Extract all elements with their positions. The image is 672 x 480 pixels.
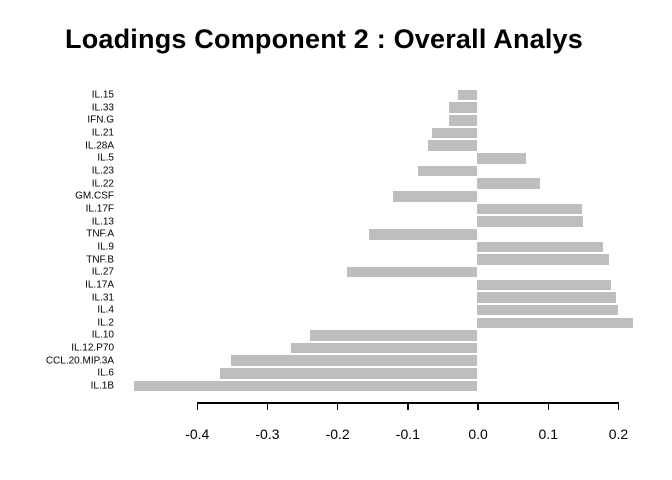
y-axis-label: IL.21 [91,127,114,139]
bar [309,330,478,341]
y-axis-label: IL.31 [91,292,114,303]
x-axis-tick [407,402,409,410]
bar [477,292,616,303]
bar [477,203,582,215]
x-axis-tick-label: 0.1 [538,426,558,442]
y-axis-label: IL.5 [97,152,114,164]
x-axis-tick-label: 0.0 [468,426,488,442]
bar [477,241,603,253]
x-axis-tick-label: 0.2 [608,426,629,442]
bar [418,165,478,177]
x-axis-tick [336,402,339,410]
x-axis-tick-label: -0.1 [395,426,420,442]
bar [449,102,478,114]
bar [477,279,611,291]
y-axis-label: IL.9 [97,241,114,253]
bar [291,342,478,354]
y-axis-label: IL.2 [97,317,114,329]
bar [428,140,478,151]
x-axis-tick-label: -0.4 [185,426,210,442]
y-axis-label: IL.12.P70 [71,342,114,354]
y-axis-label: IL.23 [91,165,114,177]
y-axis-label: IL.17F [85,203,114,215]
y-axis-label: IL.6 [97,367,114,379]
bar [477,317,634,329]
y-axis-label: CCL.20.MIP.3A [45,355,114,367]
x-axis-tick [617,402,620,410]
bar [369,228,478,240]
bar [431,127,478,139]
y-axis-label: IL.13 [91,216,114,228]
y-axis-label: TNF.A [86,228,114,240]
x-axis-tick-label: -0.2 [325,426,350,442]
bar [346,266,478,278]
y-axis-label: IL.10 [91,329,114,341]
x-axis-tick [547,402,549,410]
y-axis-label: IL.33 [91,102,114,114]
bar [458,89,478,101]
y-axis-label: IL.1B [90,380,114,392]
bar [134,380,478,392]
chart-title: Loadings Component 2 : Overall Analys [65,24,583,54]
x-axis-tick [477,402,479,410]
bar [477,216,584,227]
x-axis-tick [266,402,269,410]
bar [219,368,478,379]
y-axis-label: IL.15 [91,89,114,101]
x-axis-tick [196,402,198,410]
y-axis-label: IL.27 [91,266,114,278]
bar [393,191,478,202]
bar [477,254,610,265]
bar [477,153,526,164]
y-axis-label: TNF.B [86,254,114,266]
x-axis-tick-label: -0.3 [255,426,280,442]
y-axis-label: IFN.G [87,114,114,126]
y-axis-label: IL.17A [85,279,114,291]
y-axis-label: IL.4 [97,304,114,316]
bar [448,115,478,126]
y-axis-label: IL.28A [85,140,114,152]
bar [477,304,618,316]
bar [477,178,541,189]
bar [230,355,478,367]
y-axis-label: IL.22 [91,178,114,190]
y-axis-label: GM.CSF [75,190,114,202]
